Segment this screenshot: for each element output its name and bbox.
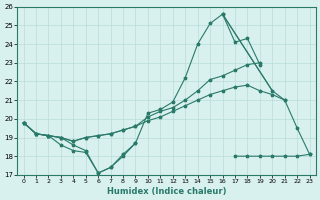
X-axis label: Humidex (Indice chaleur): Humidex (Indice chaleur): [107, 187, 226, 196]
